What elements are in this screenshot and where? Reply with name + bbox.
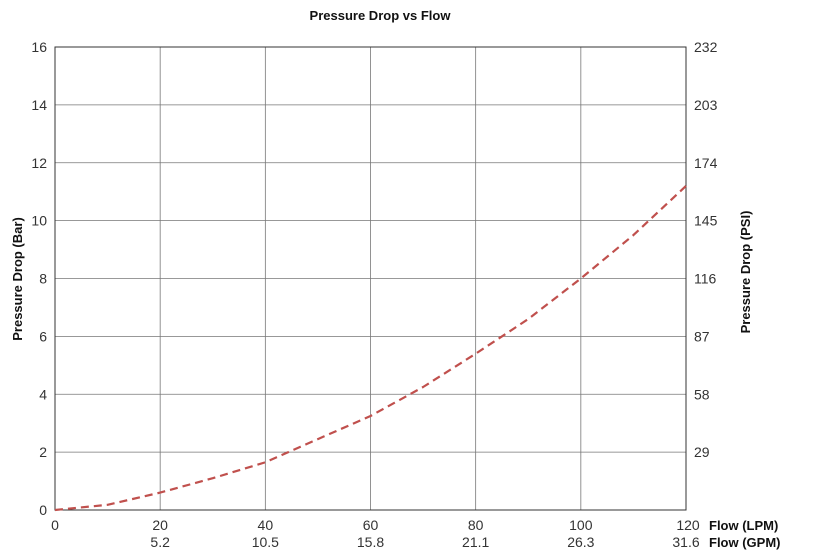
x-axis-label-secondary: Flow (GPM) [709, 535, 781, 550]
y-tick-label-left: 0 [39, 502, 47, 518]
x-tick-label: 40 [258, 517, 274, 533]
series-layer [54, 185, 687, 512]
y-tick-label-left: 8 [39, 271, 47, 287]
y-tick-label-right: 87 [694, 328, 710, 344]
y-tick-label-right: 174 [694, 155, 718, 171]
grid-layer [55, 47, 686, 510]
x-tick-label: 80 [468, 517, 484, 533]
x-tick-label-secondary: 5.2 [150, 534, 170, 550]
x-tick-label: 20 [152, 517, 168, 533]
x-tick-label-secondary: 21.1 [462, 534, 489, 550]
y-tick-label-right: 116 [694, 271, 717, 287]
y-tick-label-right: 29 [694, 444, 710, 460]
y-tick-label-left: 16 [31, 39, 47, 55]
y-axis-label-right: Pressure Drop (PSI) [738, 211, 753, 334]
plot-frame [54, 46, 687, 511]
x-tick-label: 0 [51, 517, 59, 533]
x-tick-label: 60 [363, 517, 379, 533]
series-line [54, 185, 687, 512]
x-axis-label-primary: Flow (LPM) [709, 518, 778, 533]
y-tick-label-left: 2 [39, 444, 47, 460]
y-axis-label-left: Pressure Drop (Bar) [10, 217, 25, 341]
chart-title: Pressure Drop vs Flow [310, 8, 452, 23]
x-tick-label: 100 [569, 517, 593, 533]
y-tick-label-left: 12 [31, 155, 47, 171]
y-tick-label-left: 10 [31, 213, 47, 229]
x-tick-label-secondary: 10.5 [252, 534, 279, 550]
y-tick-label-left: 4 [39, 386, 47, 402]
x-tick-label-secondary: 26.3 [567, 534, 594, 550]
y-tick-label-left: 6 [39, 328, 47, 344]
y-tick-label-right: 203 [694, 97, 718, 113]
x-tick-label-secondary: 31.6 [672, 534, 699, 550]
y-tick-label-left: 14 [31, 97, 47, 113]
x-tick-label: 120 [676, 517, 700, 533]
y-tick-label-right: 145 [694, 213, 718, 229]
y-tick-label-right: 232 [694, 39, 718, 55]
x-tick-label-secondary: 15.8 [357, 534, 384, 550]
y-tick-label-right: 58 [694, 386, 710, 402]
